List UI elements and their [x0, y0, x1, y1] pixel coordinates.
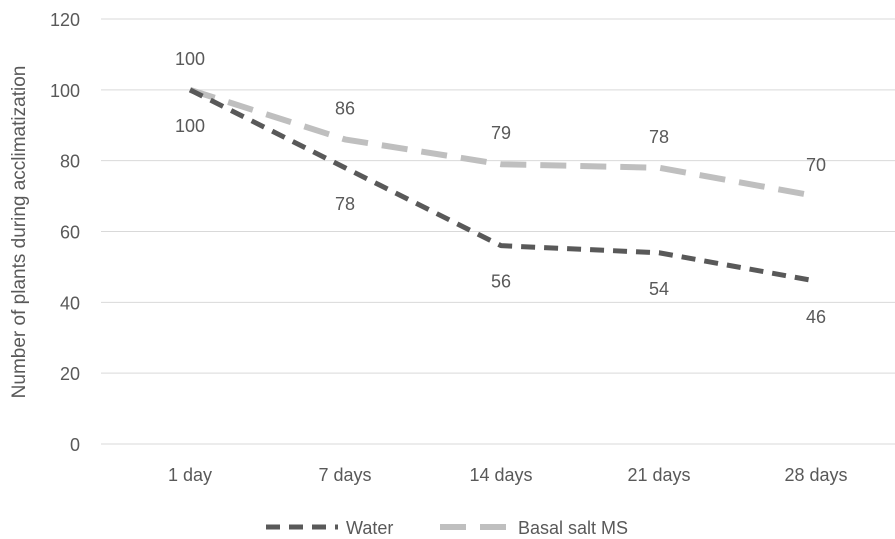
x-tick-label: 7 days: [318, 465, 371, 485]
x-tick-label: 28 days: [784, 465, 847, 485]
y-tick-label: 80: [60, 152, 80, 172]
legend: Water Basal salt MS: [266, 518, 628, 538]
x-tick-label: 1 day: [168, 465, 212, 485]
legend-label: Basal salt MS: [518, 518, 628, 538]
data-label: 46: [806, 307, 826, 327]
data-label: 100: [175, 116, 205, 136]
legend-label: Water: [346, 518, 393, 538]
series-lines: [188, 86, 817, 284]
data-label: 78: [649, 127, 669, 147]
y-tick-label: 100: [50, 81, 80, 101]
data-label: 86: [335, 98, 355, 118]
y-tick-label: 60: [60, 223, 80, 243]
x-tick-label: 21 days: [627, 465, 690, 485]
y-tick-label: 20: [60, 364, 80, 384]
series-line-basal-salt-ms: [189, 86, 817, 200]
y-axis-ticks: 0 20 40 60 80 100 120: [50, 10, 80, 455]
y-tick-label: 120: [50, 10, 80, 30]
data-label: 70: [806, 155, 826, 175]
data-label: 79: [491, 123, 511, 143]
data-labels: 100 78 56 54 46 100 86 79 78 70: [175, 49, 826, 327]
y-tick-label: 40: [60, 293, 80, 313]
data-label: 54: [649, 279, 669, 299]
data-label: 100: [175, 49, 205, 69]
series-line-water: [188, 87, 817, 284]
gridlines: [101, 18, 895, 445]
data-label: 78: [335, 194, 355, 214]
x-tick-label: 14 days: [469, 465, 532, 485]
x-axis-ticks: 1 day 7 days 14 days 21 days 28 days: [168, 465, 848, 485]
y-axis-title: Number of plants during acclimatization: [9, 66, 30, 399]
data-label: 56: [491, 272, 511, 292]
y-tick-label: 0: [70, 435, 80, 455]
